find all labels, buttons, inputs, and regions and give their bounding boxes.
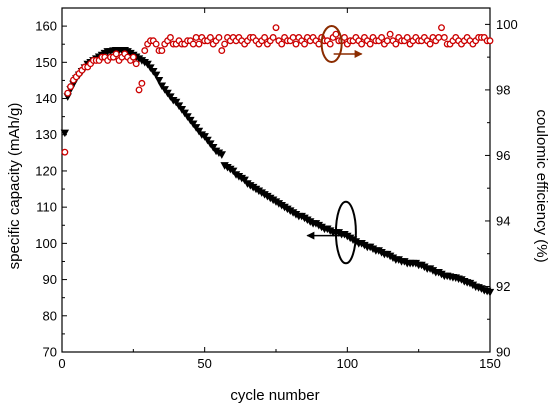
efficiency-point	[261, 34, 269, 41]
efficiency-point	[221, 40, 229, 48]
y-left-tick-label: 90	[43, 272, 57, 287]
efficiency-point	[386, 30, 394, 38]
efficiency-point	[358, 40, 366, 48]
efficiency-point	[438, 24, 445, 32]
y-right-tick-label: 92	[496, 279, 510, 294]
capacity-point	[217, 151, 226, 159]
efficiency-annotation-ellipse	[320, 25, 343, 64]
y-right-tick-label: 98	[496, 82, 510, 97]
y-left-tick-label: 130	[35, 127, 57, 142]
efficiency-point	[112, 50, 120, 58]
efficiency-point	[292, 40, 300, 48]
efficiency-point	[301, 40, 308, 48]
efficiency-point	[486, 37, 494, 45]
efficiency-point	[64, 89, 72, 97]
efficiency-point	[378, 34, 386, 41]
efficiency-point	[132, 60, 140, 68]
y-right-tick-label: 96	[496, 148, 510, 163]
y-left-tick-label: 80	[43, 308, 57, 323]
efficiency-series	[61, 24, 494, 156]
efficiency-point	[218, 47, 226, 55]
x-tick-label: 0	[58, 356, 65, 371]
efficiency-point	[403, 34, 411, 41]
y-right-tick-label: 100	[496, 17, 518, 32]
efficiency-point	[269, 34, 277, 41]
data-layer	[60, 24, 495, 297]
efficiency-point	[440, 34, 448, 41]
capacity-point	[154, 77, 164, 85]
efficiency-point	[278, 40, 286, 48]
axes-layer: 0 50 100 150 70 80 90 100 110 120 130 140 150 160 90 92…	[35, 7, 518, 371]
efficiency-point	[392, 40, 400, 48]
efficiency-point	[289, 34, 297, 41]
efficiency-point	[129, 53, 137, 61]
efficiency-point	[435, 34, 443, 41]
efficiency-point	[215, 34, 223, 41]
capacity-annotation-ellipse	[334, 200, 357, 265]
capacity-point	[60, 129, 70, 138]
x-tick-label: 100	[336, 356, 358, 371]
efficiency-point	[61, 148, 69, 156]
efficiency-point	[195, 40, 203, 48]
efficiency-point	[67, 83, 75, 91]
y-right-tick-label: 90	[496, 345, 510, 360]
y-right-tick-label: 94	[496, 213, 510, 228]
y-left-tick-label: 70	[43, 345, 57, 360]
y-left-tick-label: 140	[35, 91, 57, 106]
efficiency-point	[152, 40, 160, 48]
efficiency-point	[166, 34, 174, 41]
y-left-axis-title: specific capacity (mAh/g)	[6, 103, 23, 270]
x-tick-label: 150	[479, 356, 501, 371]
efficiency-point	[272, 24, 280, 32]
y-left-tick-label: 100	[35, 236, 57, 251]
capacity-series	[60, 47, 495, 297]
efficiency-point	[426, 40, 434, 48]
efficiency-point	[192, 34, 200, 41]
efficiency-point	[383, 37, 391, 45]
y-left-tick-label: 150	[35, 55, 57, 70]
efficiency-point	[366, 40, 374, 48]
efficiency-point	[189, 40, 197, 48]
efficiency-point	[206, 34, 214, 41]
efficiency-point	[158, 47, 166, 55]
x-tick-label: 50	[197, 356, 211, 371]
efficiency-point	[138, 79, 146, 87]
efficiency-point	[332, 30, 340, 38]
y-left-tick-label: 120	[35, 163, 57, 178]
capacity-point	[151, 71, 161, 80]
capacity-point	[485, 288, 495, 297]
efficiency-point	[135, 86, 143, 94]
y-left-tick-label: 160	[35, 19, 57, 34]
efficiency-point	[326, 40, 334, 48]
efficiency-point	[341, 34, 348, 41]
annotation-layer	[306, 25, 363, 265]
y-right-axis-title: coulomic efficiency (%)	[533, 109, 550, 262]
x-axis-title: cycle number	[230, 387, 319, 404]
efficiency-point	[141, 47, 149, 55]
y-left-tick-label: 110	[36, 200, 57, 215]
